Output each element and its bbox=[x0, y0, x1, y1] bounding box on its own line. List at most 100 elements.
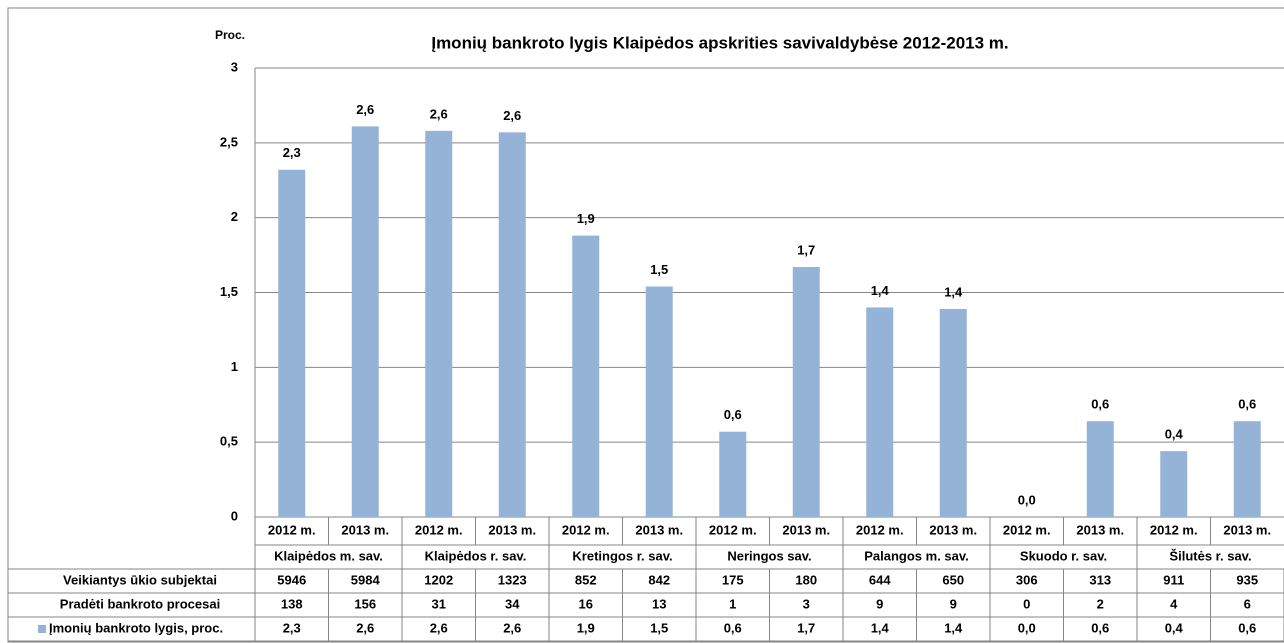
data-label: 1,5 bbox=[650, 262, 668, 277]
row-label: Pradėti bankroto procesai bbox=[60, 596, 220, 611]
table-cell: 313 bbox=[1089, 572, 1111, 587]
table-cell: 4 bbox=[1170, 596, 1178, 611]
table-cell: 5946 bbox=[277, 572, 306, 587]
table-cell: 1,5 bbox=[650, 620, 668, 635]
table-cell: 6 bbox=[1244, 596, 1251, 611]
data-label: 1,9 bbox=[577, 211, 595, 226]
y-tick-label: 0 bbox=[231, 508, 238, 523]
table-cell: 2,6 bbox=[503, 620, 521, 635]
table-cell: 16 bbox=[579, 596, 593, 611]
bar bbox=[425, 130, 453, 518]
table-cell: 1,7 bbox=[797, 620, 815, 635]
data-label: 0,6 bbox=[1238, 397, 1256, 412]
group-label: Neringos sav. bbox=[727, 548, 811, 563]
table-cell: 1,9 bbox=[577, 620, 595, 635]
data-label: 0,0 bbox=[1018, 492, 1036, 507]
data-label: 2,6 bbox=[503, 108, 521, 123]
table-cell: 644 bbox=[869, 572, 891, 587]
bar bbox=[498, 132, 526, 517]
table-cell: 2,3 bbox=[283, 620, 301, 635]
table-cell: 842 bbox=[648, 572, 670, 587]
table-cell: 1 bbox=[729, 596, 736, 611]
table-cell: 13 bbox=[652, 596, 666, 611]
x-tick-label: 2012 m. bbox=[856, 522, 904, 537]
data-label: 1,4 bbox=[944, 284, 963, 299]
group-label: Šilutės r. sav. bbox=[1169, 548, 1251, 563]
table-cell: 0,0 bbox=[1018, 620, 1036, 635]
table-cell: 9 bbox=[950, 596, 957, 611]
x-tick-label: 2012 m. bbox=[709, 522, 757, 537]
bar bbox=[1086, 421, 1114, 517]
y-tick-label: 1 bbox=[231, 359, 238, 374]
group-label: Klaipėdos r. sav. bbox=[425, 548, 527, 563]
x-tick-label: 2012 m. bbox=[415, 522, 463, 537]
group-label: Palangos m. sav. bbox=[864, 548, 969, 563]
bar bbox=[572, 235, 600, 518]
table-cell: 0,6 bbox=[1091, 620, 1109, 635]
x-tick-label: 2012 m. bbox=[268, 522, 316, 537]
table-cell: 0,6 bbox=[1238, 620, 1256, 635]
x-tick-label: 2013 m. bbox=[635, 522, 683, 537]
table-cell: 0 bbox=[1023, 596, 1030, 611]
table-cell: 911 bbox=[1163, 572, 1184, 587]
bar bbox=[645, 286, 673, 517]
x-tick-label: 2013 m. bbox=[782, 522, 830, 537]
table-cell: 0,6 bbox=[724, 620, 742, 635]
data-label: 0,4 bbox=[1165, 427, 1184, 442]
table-cell: 1323 bbox=[498, 572, 527, 587]
table-cell: 852 bbox=[575, 572, 597, 587]
x-tick-label: 2012 m. bbox=[562, 522, 610, 537]
table-cell: 34 bbox=[505, 596, 520, 611]
x-tick-label: 2013 m. bbox=[488, 522, 536, 537]
y-tick-label: 2,5 bbox=[220, 134, 238, 149]
table-cell: 1202 bbox=[424, 572, 453, 587]
legend-key bbox=[38, 625, 46, 633]
bar bbox=[719, 431, 747, 517]
bar bbox=[1233, 421, 1261, 517]
y-tick-label: 3 bbox=[231, 59, 238, 74]
bar bbox=[1160, 451, 1188, 517]
bar bbox=[792, 267, 820, 517]
data-label: 2,6 bbox=[356, 102, 374, 117]
y-tick-label: 0,5 bbox=[220, 434, 238, 449]
table-cell: 2,6 bbox=[430, 620, 448, 635]
table-cell: 156 bbox=[354, 596, 376, 611]
data-label: 2,6 bbox=[430, 106, 448, 121]
data-label: 2,3 bbox=[283, 145, 301, 160]
table-cell: 2,6 bbox=[356, 620, 374, 635]
data-label: 1,4 bbox=[871, 283, 890, 298]
bar bbox=[939, 308, 967, 517]
table-cell: 306 bbox=[1016, 572, 1038, 587]
y-axis-label: Proc. bbox=[215, 28, 245, 42]
group-label: Klaipėdos m. sav. bbox=[274, 548, 383, 563]
table-cell: 5984 bbox=[351, 572, 381, 587]
table-cell: 3 bbox=[803, 596, 810, 611]
data-label: 0,6 bbox=[724, 407, 742, 422]
y-tick-label: 2 bbox=[231, 209, 238, 224]
x-tick-label: 2013 m. bbox=[1223, 522, 1271, 537]
row-label: Veikiantys ūkio subjektai bbox=[63, 572, 217, 587]
table-cell: 31 bbox=[432, 596, 446, 611]
data-label: 1,7 bbox=[797, 242, 815, 257]
chart-title: Įmonių bankroto lygis Klaipėdos apskriti… bbox=[431, 33, 1008, 52]
table-cell: 1,4 bbox=[944, 620, 963, 635]
table-cell: 1,4 bbox=[871, 620, 890, 635]
x-tick-label: 2012 m. bbox=[1150, 522, 1198, 537]
table-cell: 9 bbox=[876, 596, 883, 611]
table-cell: 935 bbox=[1236, 572, 1258, 587]
bar bbox=[351, 126, 379, 518]
table-cell: 650 bbox=[942, 572, 964, 587]
table-cell: 180 bbox=[795, 572, 817, 587]
bar bbox=[278, 169, 306, 518]
y-tick-label: 1,5 bbox=[220, 284, 238, 299]
legend-label: Įmonių bankroto lygis, proc. bbox=[49, 620, 223, 635]
group-label: Kretingos r. sav. bbox=[572, 548, 672, 563]
table-cell: 0,4 bbox=[1165, 620, 1184, 635]
group-label: Skuodo r. sav. bbox=[1020, 548, 1107, 563]
table-cell: 175 bbox=[722, 572, 744, 587]
x-tick-label: 2013 m. bbox=[1076, 522, 1124, 537]
x-tick-label: 2013 m. bbox=[341, 522, 389, 537]
x-tick-label: 2012 m. bbox=[1003, 522, 1051, 537]
table-cell: 2 bbox=[1097, 596, 1104, 611]
